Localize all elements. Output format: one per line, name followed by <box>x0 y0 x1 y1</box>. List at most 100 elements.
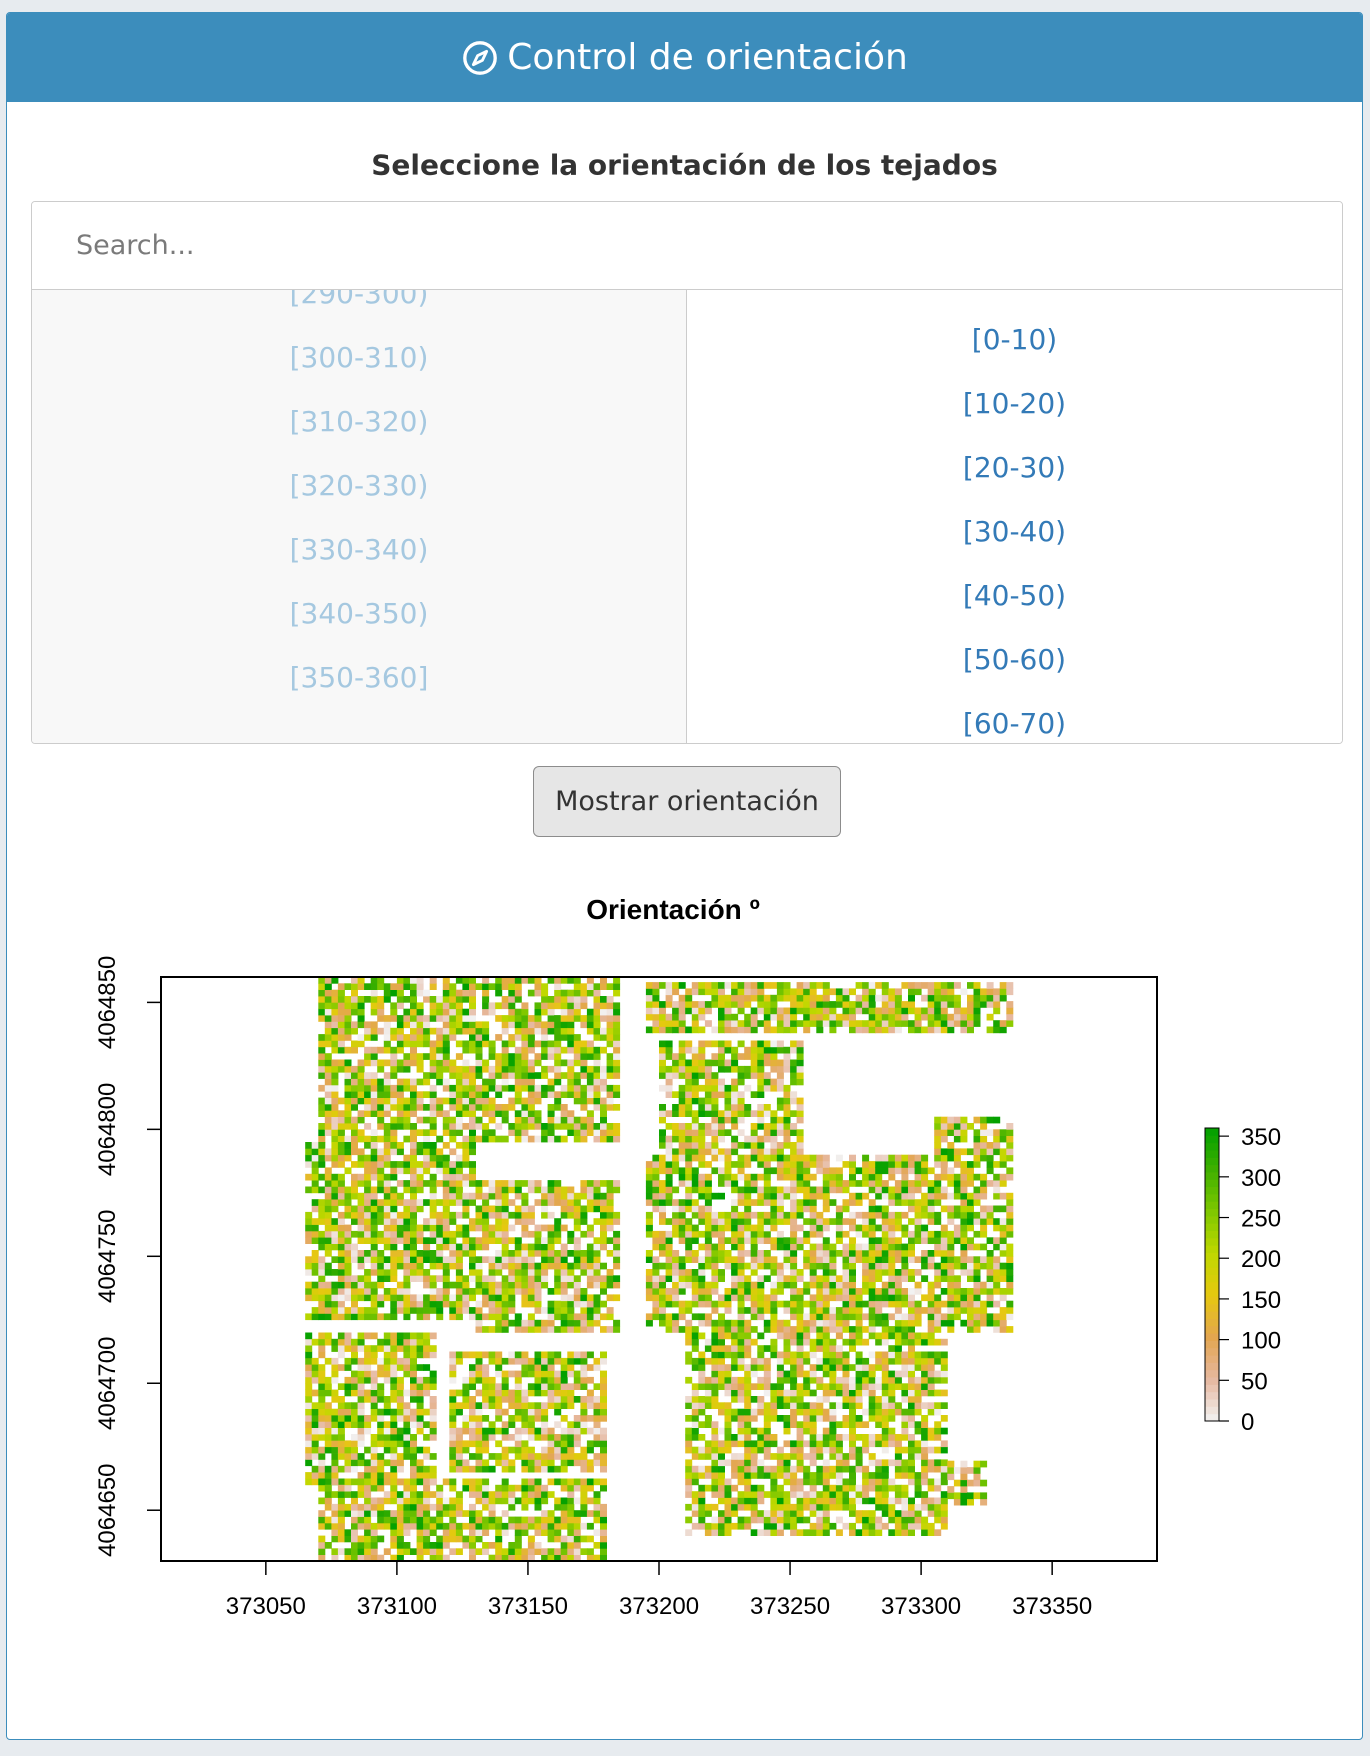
option-item[interactable]: [50-60) <box>962 643 1067 676</box>
raster-cell <box>554 1434 562 1441</box>
raster-cell <box>888 1167 896 1175</box>
raster-cell <box>482 1434 490 1441</box>
raster-cell <box>554 1307 562 1314</box>
option-item[interactable]: [60-70) <box>962 707 1067 740</box>
raster-cell <box>351 1250 358 1257</box>
raster-cell <box>351 1459 358 1467</box>
option-item[interactable]: [320-330) <box>289 469 429 502</box>
raster-cell <box>921 1250 929 1257</box>
raster-cell <box>698 1288 706 1295</box>
raster-cell <box>934 982 942 989</box>
raster-cell <box>940 1256 948 1263</box>
raster-cell <box>442 1142 450 1149</box>
raster-cell <box>351 1046 358 1054</box>
search-input[interactable] <box>32 202 1342 290</box>
raster-cell <box>501 1065 509 1073</box>
raster-cell <box>455 1211 463 1219</box>
raster-cell <box>678 1026 686 1034</box>
raster-cell <box>868 1199 876 1206</box>
option-item[interactable]: [300-310) <box>289 341 429 374</box>
raster-cell <box>337 1237 345 1244</box>
raster-cell <box>744 1072 752 1079</box>
raster-cell <box>796 1199 804 1206</box>
raster-cell <box>357 1084 365 1092</box>
raster-cell <box>527 1370 535 1378</box>
raster-cell <box>482 1522 490 1530</box>
raster-cell <box>567 1046 575 1054</box>
raster-cell <box>586 1256 594 1263</box>
option-item[interactable]: [310-320) <box>289 405 429 438</box>
option-item[interactable]: [290-300) <box>289 290 429 310</box>
raster-cell <box>344 1154 352 1162</box>
raster-cell <box>711 1154 719 1162</box>
raster-cell <box>908 1180 915 1187</box>
raster-cell <box>410 1034 417 1041</box>
option-item[interactable]: [30-40) <box>962 515 1067 548</box>
raster-cell <box>469 1034 476 1041</box>
raster-cell <box>908 994 915 1002</box>
option-item[interactable]: [20-30) <box>962 451 1067 484</box>
raster-cell <box>370 1459 378 1467</box>
option-item[interactable]: [40-50) <box>962 579 1067 612</box>
raster-cell <box>927 1167 935 1175</box>
raster-cell <box>429 1084 437 1092</box>
raster-cell <box>527 1123 535 1130</box>
raster-cell <box>770 1313 778 1321</box>
raster-cell <box>862 988 870 996</box>
raster-cell <box>672 1230 680 1238</box>
raster-cell <box>383 1072 391 1079</box>
raster-cell <box>442 977 450 984</box>
raster-cell <box>318 1161 326 1168</box>
raster-cell <box>554 1503 562 1511</box>
raster-cell <box>567 1230 575 1238</box>
raster-cell <box>665 1243 673 1251</box>
raster-cell <box>953 1148 961 1156</box>
raster-cell <box>501 1027 509 1035</box>
option-item[interactable]: [330-340) <box>289 533 429 566</box>
raster-cell <box>757 1148 765 1156</box>
raster-cell <box>337 1345 345 1352</box>
selected-options-column[interactable]: [290-300) [300-310) [310-320) [320-330) [330… <box>32 290 687 743</box>
raster-cell <box>580 1364 588 1371</box>
raster-cell <box>600 1116 607 1124</box>
raster-cell <box>888 1020 896 1027</box>
raster-cell <box>541 1281 549 1289</box>
raster-cell <box>842 1275 850 1282</box>
raster-cell <box>442 1154 450 1162</box>
option-item[interactable]: [350-360] <box>289 661 429 694</box>
raster-cell <box>776 1300 784 1308</box>
raster-cell <box>396 1065 404 1073</box>
raster-cell <box>547 1192 555 1200</box>
raster-cell <box>429 1503 437 1511</box>
raster-cell <box>927 1186 935 1194</box>
raster-cell <box>442 1015 450 1022</box>
raster-cell <box>416 1529 424 1536</box>
raster-cell <box>495 1516 503 1524</box>
raster-cell <box>469 996 476 1003</box>
raster-cell <box>423 1034 431 1041</box>
raster-cell <box>678 1326 686 1333</box>
raster-cell <box>364 1415 372 1422</box>
raster-cell <box>678 1205 686 1213</box>
option-item[interactable]: [340-350) <box>289 597 429 630</box>
raster-cell <box>718 1059 725 1067</box>
raster-cell <box>770 1237 778 1244</box>
available-options-column[interactable]: [0-10) [10-20) [20-30) [30-40) [40-50) [50-60… <box>687 290 1342 743</box>
raster-cell <box>469 1453 476 1460</box>
show-orientation-button[interactable]: Mostrar orientación <box>533 766 841 837</box>
option-item[interactable]: [10-20) <box>962 387 1067 420</box>
raster-cell <box>541 1510 549 1517</box>
raster-cell <box>331 1097 339 1105</box>
raster-cell <box>849 1013 856 1021</box>
raster-cell <box>324 1027 332 1035</box>
raster-cell <box>881 1326 889 1333</box>
raster-cell <box>822 1326 830 1333</box>
raster-cell <box>501 1288 509 1295</box>
raster-cell <box>888 1013 896 1021</box>
raster-cell <box>527 1548 535 1555</box>
raster-cell <box>816 1307 824 1314</box>
raster-cell <box>921 1230 929 1238</box>
option-item[interactable]: [0-10) <box>971 323 1058 356</box>
raster-cell <box>416 1021 424 1029</box>
raster-cell <box>351 1529 358 1536</box>
